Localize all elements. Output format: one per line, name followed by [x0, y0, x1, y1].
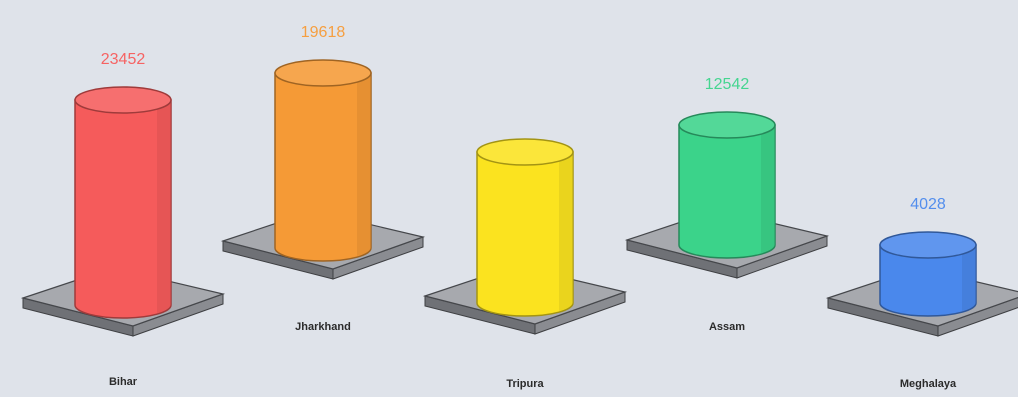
category-label: Bihar: [109, 376, 138, 388]
bar: [274, 72, 372, 262]
bar-shade: [157, 100, 171, 313]
bar-top: [274, 59, 372, 87]
bar-shade: [962, 245, 976, 311]
bar-top: [74, 86, 172, 114]
data-label: 4028: [910, 196, 946, 213]
bar: [678, 124, 776, 259]
bar-shade: [761, 125, 775, 253]
category-label: Meghalaya: [900, 378, 957, 390]
category-label: Jharkhand: [295, 321, 351, 333]
data-label: 12542: [705, 76, 750, 93]
bar-top: [678, 111, 776, 139]
data-label: 23452: [101, 51, 146, 68]
bar: [879, 244, 977, 317]
category-label: Assam: [709, 321, 745, 333]
category-label: Tripura: [506, 378, 544, 390]
data-label: 19618: [301, 24, 346, 41]
bar-top: [476, 138, 574, 166]
bar: [476, 151, 574, 317]
bar: [74, 99, 172, 319]
bar-shade: [559, 152, 573, 311]
bar-top: [879, 231, 977, 259]
bar-shade: [357, 73, 371, 256]
